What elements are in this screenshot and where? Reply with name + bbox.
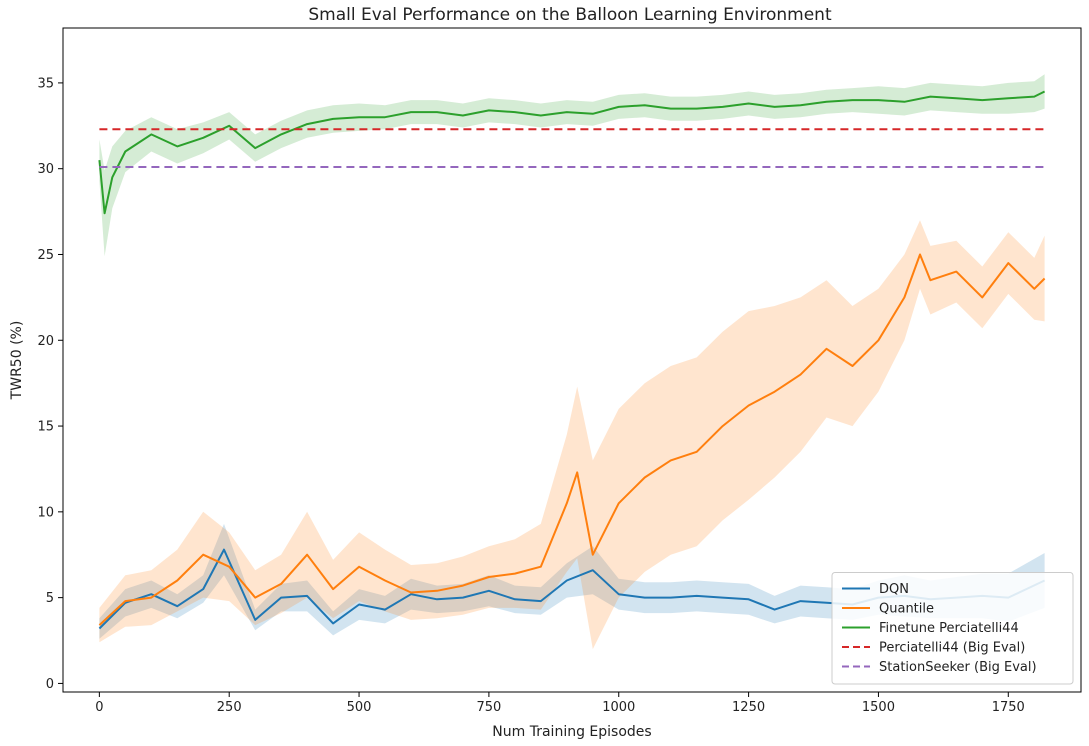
y-axis-title: TWR50 (%) [9, 321, 25, 401]
x-tick-label: 1250 [732, 700, 765, 715]
band-dqn [99, 523, 1045, 639]
series-line-quantile [98, 253, 1046, 626]
x-tick-label: 1500 [862, 700, 895, 715]
legend-label-finetune-perciatelli44: Finetune Perciatelli44 [879, 621, 1019, 636]
y-tick-label: 30 [37, 162, 54, 177]
x-axis-title: Num Training Episodes [492, 724, 651, 740]
legend-label-stationseeker-big-eval: StationSeeker (Big Eval) [879, 660, 1037, 675]
band-finetune-perciatelli44 [99, 74, 1045, 257]
y-tick-label: 25 [37, 248, 54, 263]
legend-box [831, 572, 1074, 685]
x-tick-label: 1750 [992, 700, 1025, 715]
legend: DQN Quantile Finetune Perciatelli44 Perciat… [831, 572, 1074, 685]
x-tick-label: 750 [476, 700, 501, 715]
y-tick-label: 20 [37, 334, 54, 349]
y-tick-label: 10 [37, 505, 54, 520]
series-line-finetune-perciatelli44 [98, 90, 1046, 215]
y-tick-label: 15 [37, 420, 54, 435]
legend-label-perciatelli44-big-eval: Perciatelli44 (Big Eval) [879, 641, 1025, 656]
y-tick-label: 35 [37, 76, 54, 91]
y-tick-label: 0 [46, 677, 54, 692]
plot-frame [62, 27, 1082, 693]
chart-title: Small Eval Performance on the Balloon Le… [308, 5, 832, 25]
x-tick-label: 500 [347, 700, 372, 715]
band-quantile [99, 220, 1045, 650]
x-tick-label: 1000 [602, 700, 635, 715]
legend-label-quantile: Quantile [879, 602, 934, 617]
x-tick-label: 250 [217, 700, 242, 715]
y-tick-label: 5 [46, 591, 54, 606]
legend-label-dqn: DQN [879, 582, 909, 597]
x-tick-label: 0 [95, 700, 103, 715]
